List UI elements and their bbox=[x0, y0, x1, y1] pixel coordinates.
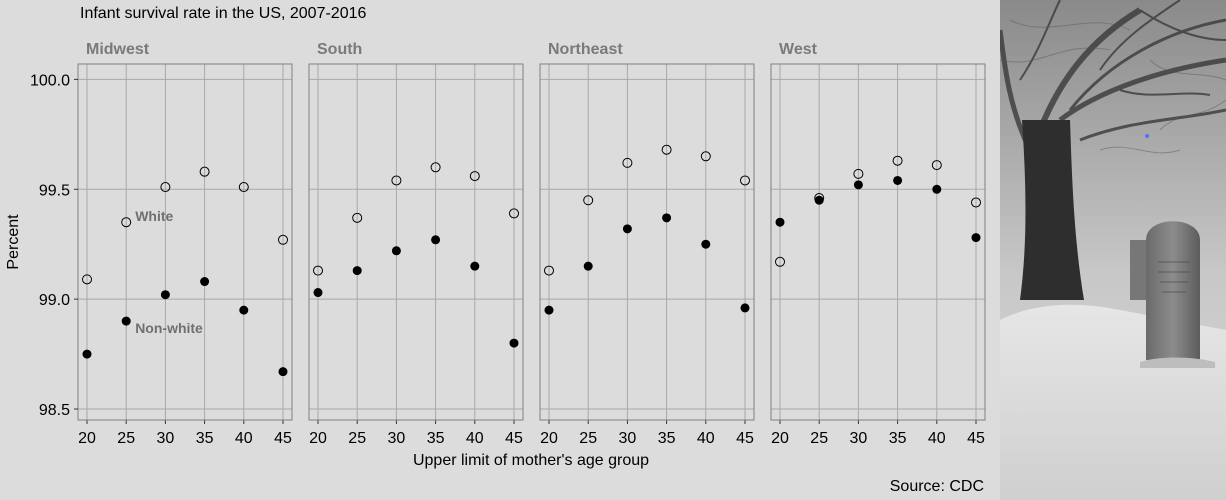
point-white bbox=[622, 157, 633, 168]
point-white bbox=[469, 171, 480, 182]
point-nonwhite bbox=[200, 277, 210, 287]
point-nonwhite bbox=[470, 261, 480, 271]
chart-title: Infant survival rate in the US, 2007-201… bbox=[80, 5, 366, 22]
y-axis-label: Percent bbox=[5, 214, 22, 270]
point-white bbox=[82, 274, 92, 285]
point-nonwhite bbox=[814, 195, 824, 205]
point-white bbox=[278, 234, 288, 245]
point-nonwhite bbox=[662, 213, 672, 223]
x-tick-label: 40 bbox=[466, 430, 484, 447]
x-tick-label: 45 bbox=[736, 430, 754, 447]
point-nonwhite bbox=[740, 303, 750, 313]
x-tick-label: 30 bbox=[619, 430, 637, 447]
panel-border bbox=[308, 63, 524, 421]
panel-northeast: Northeast 20 25 30 35 40 45 bbox=[539, 41, 755, 447]
x-tick-label: 30 bbox=[388, 430, 406, 447]
point-white bbox=[199, 166, 210, 177]
point-nonwhite bbox=[278, 367, 288, 377]
point-white bbox=[931, 160, 942, 171]
point-nonwhite bbox=[544, 305, 554, 315]
panel-border bbox=[770, 63, 986, 421]
point-nonwhite bbox=[82, 349, 92, 359]
point-white bbox=[509, 208, 519, 219]
point-white bbox=[121, 217, 132, 228]
point-white bbox=[352, 212, 363, 223]
point-white bbox=[971, 197, 981, 208]
chart-svg: Infant survival rate in the US, 2007-201… bbox=[5, 5, 986, 495]
point-white bbox=[430, 162, 441, 173]
point-nonwhite bbox=[622, 224, 632, 234]
series-label-nonwhite: Non-white bbox=[135, 320, 203, 336]
panel-border bbox=[539, 63, 755, 421]
panel-strip-label: South bbox=[317, 41, 362, 58]
x-tick-label: 20 bbox=[771, 430, 789, 447]
point-nonwhite bbox=[971, 233, 981, 243]
point-nonwhite bbox=[313, 288, 323, 298]
x-tick-label: 30 bbox=[850, 430, 868, 447]
panel-south: South 20 25 30 35 40 45 bbox=[308, 41, 524, 447]
series-label-white: White bbox=[135, 208, 173, 224]
point-nonwhite bbox=[932, 184, 942, 194]
x-tick-label: 25 bbox=[810, 430, 828, 447]
point-white bbox=[853, 168, 864, 179]
point-nonwhite bbox=[853, 180, 863, 190]
x-tick-label: 40 bbox=[235, 430, 253, 447]
source-caption: Source: CDC bbox=[890, 478, 984, 495]
panel-strip-label: Midwest bbox=[86, 41, 150, 58]
x-axis-label: Upper limit of mother's age group bbox=[413, 452, 649, 469]
y-tick-label: 99.0 bbox=[39, 292, 70, 309]
x-tick-label: 45 bbox=[505, 430, 523, 447]
point-nonwhite bbox=[160, 290, 170, 300]
x-tick-label: 40 bbox=[928, 430, 946, 447]
point-white bbox=[544, 265, 554, 276]
panel-west: West 20 25 30 35 40 45 bbox=[770, 41, 986, 447]
point-nonwhite bbox=[583, 261, 593, 271]
y-tick-label: 100.0 bbox=[30, 72, 70, 89]
x-tick-label: 35 bbox=[658, 430, 676, 447]
x-tick-label: 35 bbox=[889, 430, 907, 447]
point-white bbox=[238, 182, 249, 193]
point-nonwhite bbox=[893, 175, 903, 185]
x-tick-label: 35 bbox=[427, 430, 445, 447]
x-tick-label: 20 bbox=[309, 430, 327, 447]
x-tick-label: 25 bbox=[579, 430, 597, 447]
point-white bbox=[775, 256, 785, 267]
x-tick-label: 25 bbox=[117, 430, 135, 447]
x-tick-label: 35 bbox=[196, 430, 214, 447]
point-white bbox=[700, 151, 711, 162]
y-tick-label: 99.5 bbox=[39, 182, 70, 199]
point-nonwhite bbox=[701, 239, 711, 249]
point-white bbox=[740, 175, 750, 186]
point-nonwhite bbox=[352, 266, 362, 276]
point-white bbox=[160, 182, 171, 193]
point-white bbox=[391, 175, 402, 186]
x-tick-label: 40 bbox=[697, 430, 715, 447]
x-tick-label: 25 bbox=[348, 430, 366, 447]
point-white bbox=[661, 144, 672, 155]
panel-strip-label: West bbox=[779, 41, 818, 58]
point-white bbox=[583, 195, 594, 206]
point-nonwhite bbox=[391, 246, 401, 256]
point-white bbox=[313, 265, 323, 276]
point-white bbox=[892, 155, 903, 166]
panel-midwest: Midwest 20 25 30 35 40 45 White Non-white bbox=[77, 41, 293, 447]
point-nonwhite bbox=[121, 316, 131, 326]
point-nonwhite bbox=[239, 305, 249, 315]
x-tick-label: 45 bbox=[274, 430, 292, 447]
point-nonwhite bbox=[431, 235, 441, 245]
panel-border bbox=[77, 63, 293, 421]
panels: Midwest 20 25 30 35 40 45 White Non-white South 20… bbox=[30, 41, 986, 447]
winter-cemetery-photo bbox=[1000, 0, 1226, 500]
y-tick-label: 98.5 bbox=[39, 402, 70, 419]
point-nonwhite bbox=[509, 338, 519, 348]
x-tick-label: 20 bbox=[540, 430, 558, 447]
point-nonwhite bbox=[775, 217, 785, 227]
x-tick-label: 45 bbox=[967, 430, 985, 447]
x-tick-label: 30 bbox=[157, 430, 175, 447]
panel-strip-label: Northeast bbox=[548, 41, 623, 58]
x-tick-label: 20 bbox=[78, 430, 96, 447]
